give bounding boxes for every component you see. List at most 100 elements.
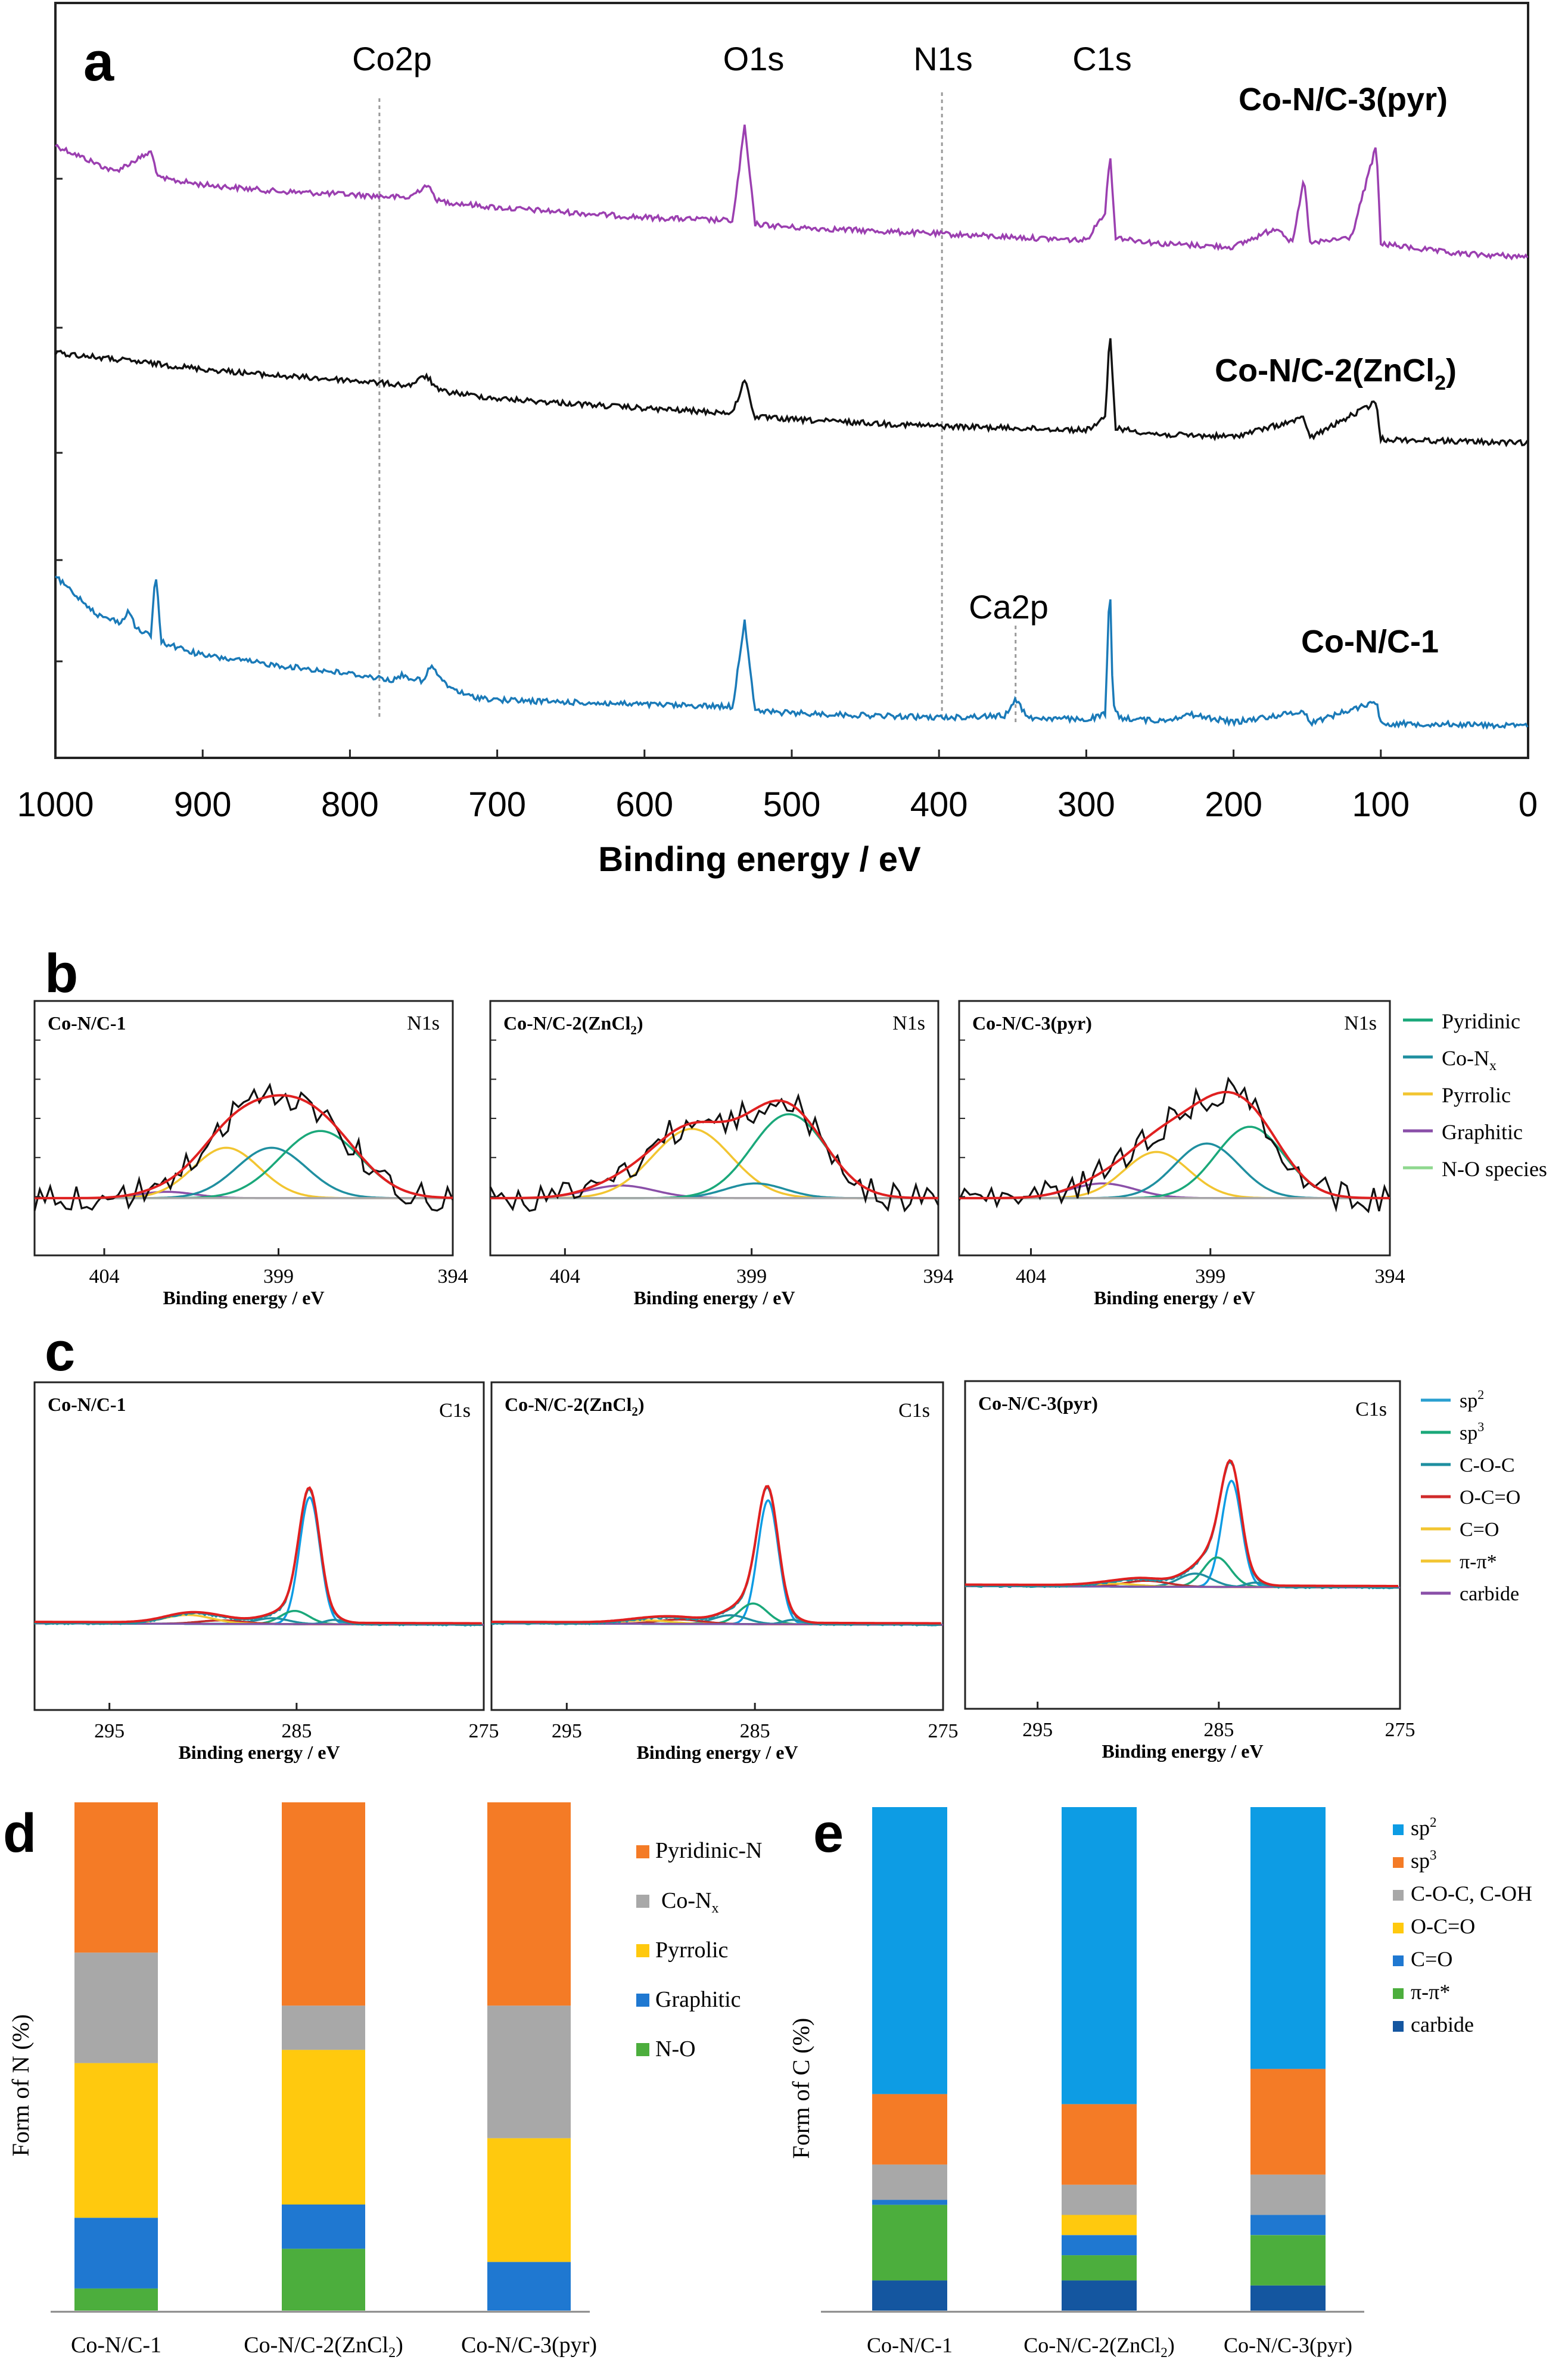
x-tick-label-700: 700 xyxy=(468,785,526,824)
bar-segment-1-3 xyxy=(74,1952,158,2063)
series-line-1 xyxy=(54,338,1529,447)
panel-d-bars xyxy=(74,1802,571,2311)
raw-data xyxy=(965,1460,1398,1590)
x-tick-label-1000: 1000 xyxy=(17,785,94,824)
panel-a-letter: a xyxy=(83,32,114,92)
label-subscript: 2 xyxy=(1435,372,1446,394)
sample-text: Co-N/C-2(ZnCl xyxy=(505,1394,631,1415)
legend-swatch-carbide xyxy=(1393,2021,1404,2032)
category-close: ) xyxy=(396,2333,403,2358)
bar-segment-2-1 xyxy=(282,2205,365,2249)
legend-text: sp xyxy=(1411,1816,1430,1840)
bar-segment-1-1 xyxy=(872,2205,947,2281)
x-tick-label-295: 295 xyxy=(94,1720,125,1742)
legend-swatch-c-o-c xyxy=(1393,1890,1404,1901)
panel-e-letter: e xyxy=(813,1803,844,1864)
x-tick-label-399: 399 xyxy=(736,1266,767,1288)
bar-segment-1-0 xyxy=(872,2280,947,2311)
panel-c-legend: sp2 sp3 C-O-C O-C=O C=O π-π* carbide xyxy=(1421,1387,1520,1605)
legend-superscript: 2 xyxy=(1430,1815,1437,1830)
legend-swatch-c-o xyxy=(1393,1955,1404,1966)
bar-segment-2-1 xyxy=(1062,2255,1137,2281)
legend-text: Co-N xyxy=(1442,1046,1489,1070)
bar-segment-2-2 xyxy=(1062,2235,1137,2256)
c1s-subplot-1: 295 285 275 Co-N/C-1 C1s Binding energy / eV xyxy=(33,1381,499,1763)
bar-segment-3-5 xyxy=(1250,2069,1326,2175)
x-axis-title: Binding energy / eV xyxy=(636,1742,798,1763)
legend-swatch-co-nx xyxy=(636,1895,649,1908)
bar-segment-3-2 xyxy=(487,2138,571,2262)
sample-subscript: 2 xyxy=(631,1404,638,1419)
panel-e-y-axis-title: Form of C (%) xyxy=(788,2018,814,2159)
bar-segment-2-4 xyxy=(282,1802,365,2006)
panel-e-legend: sp2 sp3 C-O-C, C-OH O-C=O C=O π-π* carbi… xyxy=(1393,1815,1532,2036)
x-tick-label-600: 600 xyxy=(615,785,673,824)
x-tick-label-394: 394 xyxy=(1375,1266,1405,1288)
series-line-0 xyxy=(55,125,1529,261)
subplot-sample-label: Co-N/C-3(pyr) xyxy=(978,1392,1098,1414)
panel-e-category-2: Co-N/C-2(ZnCl2) xyxy=(1023,2333,1175,2360)
legend-text: sp xyxy=(1411,1849,1430,1873)
subplot-sample-label: Co-N/C-2(ZnCl2) xyxy=(505,1394,644,1419)
bar-segment-1-2 xyxy=(872,2200,947,2205)
legend-label-c-o-c-c-oh: C-O-C, C-OH xyxy=(1411,1882,1532,1905)
c1s-subplot-3: 295 285 275 Co-N/C-3(pyr) C1s Binding energy … xyxy=(964,1380,1415,1762)
panel-b-legend: Pyridinic Co-Nx Pyrrolic Graphitic N-O s… xyxy=(1403,1009,1547,1181)
bar-segment-2-6 xyxy=(1062,1807,1137,2104)
raw-data xyxy=(489,1093,939,1212)
panel-d-category-3: Co-N/C-3(pyr) xyxy=(461,2333,597,2358)
subplot-element-label: C1s xyxy=(439,1400,471,1422)
legend-label-carbide: carbide xyxy=(1411,2013,1474,2036)
peak-label-ca2p: Ca2p xyxy=(969,588,1049,626)
bar-segment-1-0 xyxy=(74,2288,158,2311)
x-tick-label-100: 100 xyxy=(1352,785,1410,824)
legend-text: Co-N xyxy=(661,1888,711,1913)
subplot-sample-label: Co-N/C-1 xyxy=(48,1012,126,1034)
x-tick-label-800: 800 xyxy=(321,785,379,824)
bar-segment-1-4 xyxy=(872,2164,947,2200)
legend-label-sp3: sp3 xyxy=(1460,1419,1484,1444)
panel-d-category-1: Co-N/C-1 xyxy=(71,2333,161,2358)
x-axis-title: Binding energy / eV xyxy=(1094,1287,1255,1308)
category-close: ) xyxy=(1168,2333,1175,2357)
legend-subscript: x xyxy=(711,1901,718,1916)
series-label-co-n-c-3-pyr: Co-N/C-3(pyr) xyxy=(1239,82,1448,117)
raw-data xyxy=(491,1487,941,1627)
series-line-2 xyxy=(55,575,1529,730)
subplot-element-label: N1s xyxy=(892,1012,925,1034)
label-close: ) xyxy=(1446,353,1457,388)
panel-e: e Form of C (%) Co-N/C-1 Co-N/C-2(ZnCl2)… xyxy=(788,1803,1532,2360)
legend-superscript: 3 xyxy=(1430,1848,1437,1863)
legend-superscript: 2 xyxy=(1477,1387,1484,1402)
raw-data xyxy=(958,1076,1391,1214)
legend-subscript: x xyxy=(1489,1058,1497,1074)
legend-label-sp2: sp2 xyxy=(1460,1387,1484,1412)
panel-a-series xyxy=(54,125,1529,730)
x-tick-label-399: 399 xyxy=(263,1266,294,1288)
subplot-element-label: C1s xyxy=(1355,1398,1387,1420)
panel-d-letter: d xyxy=(3,1803,36,1864)
component-sp2 xyxy=(965,1479,1399,1589)
x-axis-title: Binding energy / eV xyxy=(1102,1740,1263,1762)
panel-a-x-ticks: 1000 900 800 700 600 500 400 300 200 100 0 xyxy=(17,750,1538,824)
panel-e-category-3: Co-N/C-3(pyr) xyxy=(1224,2333,1352,2357)
panel-a-reference-lines xyxy=(378,92,1017,724)
bar-segment-1-6 xyxy=(872,1807,947,2094)
bar-segment-1-1 xyxy=(74,2218,158,2289)
raw-data xyxy=(34,1488,483,1627)
legend-swatch-sp2 xyxy=(1393,1824,1404,1835)
category-subscript: 2 xyxy=(388,2345,396,2361)
subplot-frame xyxy=(958,1000,1391,1257)
c1s-subplot-2: 295 285 275 Co-N/C-2(ZnCl2) C1s Binding energ… xyxy=(490,1381,959,1763)
x-tick-label-404: 404 xyxy=(89,1266,120,1288)
x-axis-title: Binding energy / eV xyxy=(163,1287,324,1308)
bar-segment-3-4 xyxy=(487,1802,571,2006)
category-subscript: 2 xyxy=(1161,2345,1168,2360)
legend-label-pi-pi: π-π* xyxy=(1460,1551,1497,1573)
legend-swatch-graphitic xyxy=(636,1994,649,2007)
panel-d-y-axis-title: Form of N (%) xyxy=(7,2014,34,2157)
category-text: Co-N/C-2(ZnCl xyxy=(1023,2333,1161,2357)
panel-c-letter: c xyxy=(45,1322,75,1382)
legend-label-n-o: N-O xyxy=(655,2036,696,2062)
